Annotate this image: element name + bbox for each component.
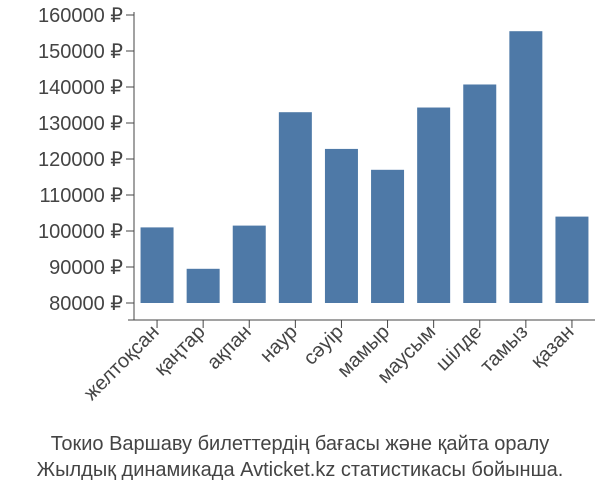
x-tick-label: қаңтар — [150, 321, 209, 380]
caption-line-1: Токио Варшаву билеттердің бағасы және қа… — [50, 433, 550, 455]
caption-line-2: Жылдық динамикада Avticket.kz статистика… — [36, 459, 564, 481]
bar-8 — [463, 84, 497, 303]
y-tick-label: 150000 ₽ — [38, 41, 123, 63]
bar-10 — [555, 216, 589, 303]
bar-2 — [186, 268, 220, 303]
bar-4 — [278, 112, 312, 303]
x-tick-label: шілде — [432, 321, 486, 375]
bars — [140, 31, 589, 304]
x-tick-label: ақпан — [203, 321, 256, 374]
bar-3 — [232, 225, 266, 303]
y-tick-label: 160000 ₽ — [38, 5, 123, 27]
y-tick-label: 120000 ₽ — [38, 149, 123, 171]
y-tick-label: 130000 ₽ — [38, 113, 123, 135]
bar-6 — [371, 169, 405, 303]
y-tick-label: 90000 ₽ — [49, 257, 123, 279]
y-tick-label: 140000 ₽ — [38, 77, 123, 99]
x-tick-label: тамыз — [476, 321, 532, 377]
bar-7 — [417, 107, 451, 304]
bar-chart: 80000 ₽ 90000 ₽ 100000 ₽ 110000 ₽ 120000 ₽ 13… — [38, 5, 595, 405]
y-tick-label: 100000 ₽ — [38, 221, 123, 243]
y-axis: 80000 ₽ 90000 ₽ 100000 ₽ 110000 ₽ 120000 ₽ 13… — [38, 5, 135, 320]
y-tick-label: 110000 ₽ — [39, 185, 123, 207]
bar-1 — [140, 227, 174, 303]
bar-9 — [509, 31, 543, 303]
y-tick-label: 80000 ₽ — [49, 293, 123, 315]
bar-5 — [324, 148, 358, 303]
x-tick-label: қазан — [527, 321, 579, 373]
